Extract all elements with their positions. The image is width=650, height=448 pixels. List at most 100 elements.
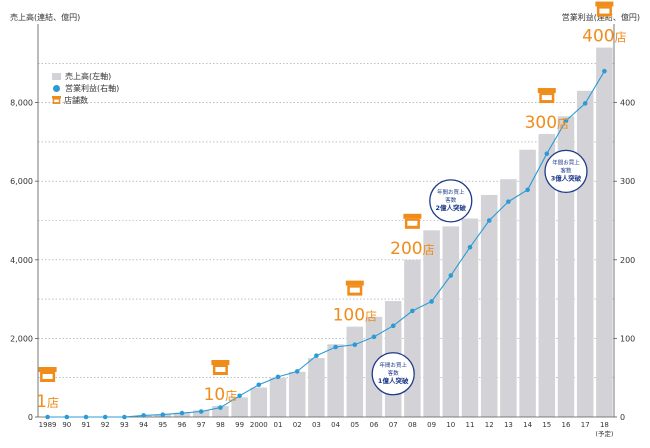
x-tick-label: 91 bbox=[82, 421, 91, 429]
x-tick-label: 07 bbox=[389, 421, 398, 429]
store-icon bbox=[211, 359, 230, 375]
sales-bar bbox=[538, 134, 556, 418]
right-tick-label: 0 bbox=[620, 413, 625, 422]
x-tick-label: 2000 bbox=[250, 421, 268, 429]
sales-bar bbox=[212, 405, 229, 417]
milestone-text: 年間お買上 bbox=[552, 158, 580, 166]
profit-point bbox=[429, 299, 434, 304]
profit-swatch bbox=[53, 84, 60, 92]
x-tick-label: 01 bbox=[274, 421, 283, 429]
store-count-label: 200店 bbox=[390, 239, 434, 259]
legend-label-stores: 店舗数 bbox=[64, 95, 88, 105]
profit-line bbox=[47, 70, 605, 418]
x-tick-label: 17 bbox=[581, 421, 590, 429]
profit-point bbox=[256, 382, 262, 388]
sales-bar bbox=[576, 90, 594, 417]
profit-point bbox=[179, 410, 185, 416]
sales-bar bbox=[308, 358, 325, 417]
store-icon bbox=[345, 280, 364, 296]
x-tick-label: 13 bbox=[504, 421, 513, 429]
profit-point bbox=[45, 414, 50, 420]
x-tick-label: 14 bbox=[523, 421, 532, 429]
right-tick-label: 200 bbox=[620, 256, 635, 265]
store-count-label: 100店 bbox=[333, 306, 377, 326]
left-tick-label: 6,000 bbox=[10, 177, 33, 186]
x-tick-label: 99 bbox=[235, 421, 244, 429]
store-icon bbox=[595, 1, 614, 17]
x-tick-label: 94 bbox=[139, 421, 148, 429]
milestone-text: 3億人突破 bbox=[551, 173, 582, 182]
x-tick-label: 08 bbox=[408, 421, 417, 429]
store-icon bbox=[403, 213, 422, 229]
x-tick-label: 10 bbox=[446, 421, 455, 429]
x-tick-label: 04 bbox=[331, 421, 340, 429]
profit-point bbox=[448, 273, 454, 278]
sales-bar bbox=[480, 194, 498, 417]
milestone-badge bbox=[371, 352, 415, 396]
sales-bar bbox=[250, 387, 268, 417]
legend-label-sales: 売上高(左軸) bbox=[65, 71, 112, 81]
profit-point bbox=[352, 342, 358, 347]
store-count-label: 300店 bbox=[525, 113, 569, 133]
x-tick-label: 16 bbox=[562, 421, 571, 429]
profit-point bbox=[333, 344, 338, 350]
sales-bar bbox=[519, 149, 536, 417]
profit-point bbox=[602, 68, 607, 74]
milestone-text: 2億人突破 bbox=[436, 203, 467, 212]
profit-point bbox=[218, 405, 223, 410]
store-icon bbox=[38, 367, 57, 382]
sales-swatch bbox=[52, 72, 61, 80]
profit-point bbox=[294, 369, 300, 374]
store-icon bbox=[537, 88, 556, 104]
profit-point bbox=[314, 353, 319, 358]
store-count-label: 400店 bbox=[582, 27, 626, 47]
profit-point bbox=[506, 199, 511, 204]
x-tick-label: 1989 bbox=[39, 421, 57, 429]
profit-point bbox=[198, 409, 204, 414]
profit-point bbox=[525, 187, 530, 193]
milestone-text: 客数 bbox=[560, 166, 572, 174]
x-tick-label: 09 bbox=[427, 421, 436, 429]
milestone-badge bbox=[429, 179, 473, 223]
profit-point bbox=[275, 374, 281, 380]
sales-bar bbox=[231, 397, 248, 417]
profit-point bbox=[467, 244, 473, 250]
sales-bar bbox=[596, 47, 613, 417]
x-tick-label: 11 bbox=[466, 421, 475, 429]
x-tick-label: 97 bbox=[197, 421, 206, 429]
legend-item-stores: 店舗数 bbox=[52, 94, 119, 106]
x-tick-label: 96 bbox=[178, 421, 187, 429]
right-axis-title: 営業利益(連結、億円) bbox=[561, 13, 640, 22]
right-tick-label: 300 bbox=[620, 177, 635, 186]
left-tick-label: 0 bbox=[28, 413, 33, 422]
x-tick-label: 05 bbox=[350, 421, 359, 429]
x-tick-label: 18 bbox=[600, 421, 609, 429]
sales-bar bbox=[500, 179, 517, 417]
legend-item-profit: 営業利益(右軸) bbox=[52, 82, 119, 94]
milestone-text: 1億人突破 bbox=[378, 376, 409, 385]
sales-bar bbox=[461, 218, 479, 417]
sales-bar bbox=[423, 230, 440, 417]
profit-point bbox=[410, 308, 415, 314]
sales-bar bbox=[346, 326, 364, 417]
legend-label-profit: 営業利益(右軸) bbox=[65, 83, 120, 93]
sales-bar bbox=[404, 259, 421, 417]
milestone-text: 客数 bbox=[445, 196, 457, 204]
profit-point bbox=[122, 414, 127, 420]
x-tick-label: 95 bbox=[158, 421, 167, 429]
milestone-text: 客数 bbox=[388, 369, 400, 377]
sales-bar bbox=[327, 344, 344, 417]
profit-point bbox=[160, 412, 166, 417]
profit-point bbox=[83, 414, 89, 420]
x-tick-label: 12 bbox=[485, 421, 494, 429]
sales-bar bbox=[269, 377, 287, 417]
store-count-label: 1店 bbox=[36, 392, 59, 412]
x-tick-label: 93 bbox=[120, 421, 129, 429]
left-tick-label: 4,000 bbox=[10, 256, 33, 265]
milestone-badge bbox=[544, 149, 588, 194]
right-tick-label: 100 bbox=[620, 334, 635, 343]
profit-point bbox=[371, 334, 377, 340]
left-tick-label: 2,000 bbox=[10, 334, 33, 343]
profit-point bbox=[64, 414, 70, 420]
